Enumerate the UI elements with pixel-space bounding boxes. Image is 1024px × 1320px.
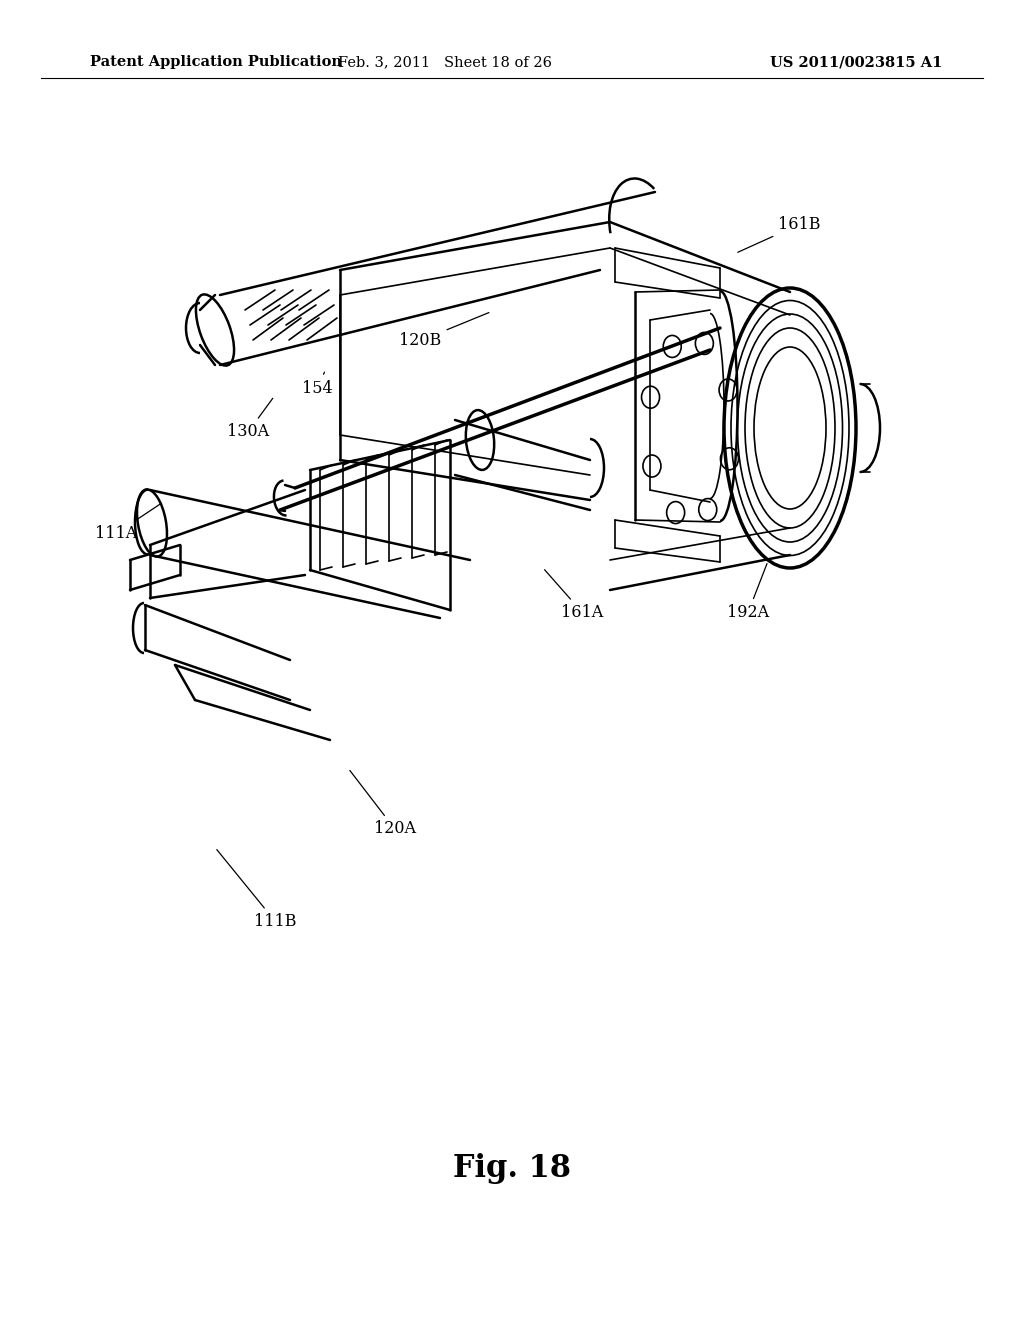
- Text: 111B: 111B: [217, 850, 297, 929]
- Text: US 2011/0023815 A1: US 2011/0023815 A1: [770, 55, 942, 69]
- Text: Feb. 3, 2011   Sheet 18 of 26: Feb. 3, 2011 Sheet 18 of 26: [339, 55, 552, 69]
- Text: Fig. 18: Fig. 18: [453, 1152, 571, 1184]
- Text: 120A: 120A: [350, 771, 416, 837]
- Text: 154: 154: [302, 372, 333, 396]
- Text: 130A: 130A: [227, 399, 272, 440]
- Text: 192A: 192A: [727, 564, 769, 620]
- Text: 161A: 161A: [545, 570, 603, 620]
- Text: 161B: 161B: [737, 216, 821, 252]
- Text: 120B: 120B: [399, 313, 488, 348]
- Text: 111A: 111A: [95, 503, 162, 541]
- Text: Patent Application Publication: Patent Application Publication: [90, 55, 342, 69]
